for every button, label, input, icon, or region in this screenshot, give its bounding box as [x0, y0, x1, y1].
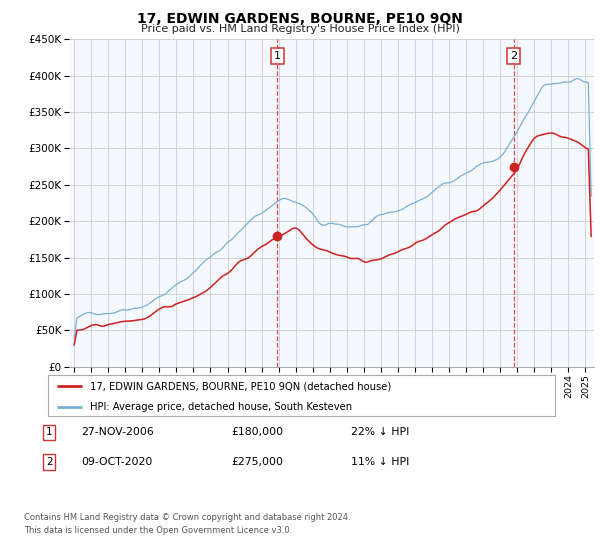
Text: 1: 1 [274, 51, 281, 61]
Text: 17, EDWIN GARDENS, BOURNE, PE10 9QN: 17, EDWIN GARDENS, BOURNE, PE10 9QN [137, 12, 463, 26]
Text: Price paid vs. HM Land Registry's House Price Index (HPI): Price paid vs. HM Land Registry's House … [140, 24, 460, 34]
Text: 2: 2 [46, 457, 53, 467]
Text: 22% ↓ HPI: 22% ↓ HPI [351, 427, 409, 437]
Text: HPI: Average price, detached house, South Kesteven: HPI: Average price, detached house, Sout… [89, 402, 352, 412]
Text: Contains HM Land Registry data © Crown copyright and database right 2024.: Contains HM Land Registry data © Crown c… [24, 513, 350, 522]
Text: 17, EDWIN GARDENS, BOURNE, PE10 9QN (detached house): 17, EDWIN GARDENS, BOURNE, PE10 9QN (det… [89, 381, 391, 391]
Text: 11% ↓ HPI: 11% ↓ HPI [351, 457, 409, 467]
Text: 27-NOV-2006: 27-NOV-2006 [81, 427, 154, 437]
Text: This data is licensed under the Open Government Licence v3.0.: This data is licensed under the Open Gov… [24, 526, 292, 535]
Text: £180,000: £180,000 [231, 427, 283, 437]
Text: 09-OCT-2020: 09-OCT-2020 [81, 457, 152, 467]
Text: 2: 2 [510, 51, 517, 61]
Text: £275,000: £275,000 [231, 457, 283, 467]
Text: 1: 1 [46, 427, 53, 437]
